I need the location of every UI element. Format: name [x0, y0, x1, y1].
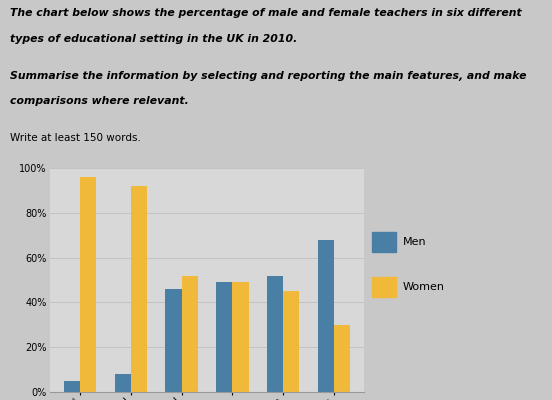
Bar	[166, 289, 182, 392]
Text: Women: Women	[403, 282, 445, 292]
Bar	[115, 374, 131, 392]
Bar	[131, 186, 147, 392]
Bar	[267, 276, 283, 392]
Bar	[372, 277, 396, 297]
Bar	[80, 177, 97, 392]
Bar	[372, 232, 396, 252]
Text: comparisons where relevant.: comparisons where relevant.	[10, 96, 189, 106]
Bar	[216, 282, 232, 392]
Bar	[182, 276, 198, 392]
Text: types of educational setting in the UK in 2010.: types of educational setting in the UK i…	[10, 34, 298, 44]
Bar	[334, 325, 350, 392]
Bar	[283, 291, 299, 392]
Bar	[232, 282, 248, 392]
Text: Write at least 150 words.: Write at least 150 words.	[10, 133, 141, 143]
Text: The chart below shows the percentage of male and female teachers in six differen: The chart below shows the percentage of …	[10, 8, 522, 18]
Text: Summarise the information by selecting and reporting the main features, and make: Summarise the information by selecting a…	[10, 70, 527, 81]
Bar	[64, 381, 80, 392]
Text: Men: Men	[403, 237, 427, 247]
Bar	[317, 240, 334, 392]
